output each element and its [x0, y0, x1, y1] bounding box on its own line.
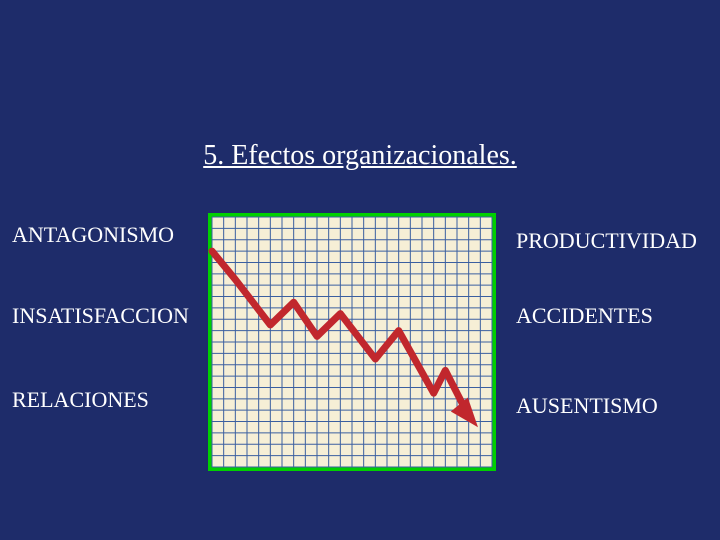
label-right-1: ACCIDENTES — [516, 303, 653, 329]
label-right-0: PRODUCTIVIDAD — [516, 228, 697, 254]
label-right-2: AUSENTISMO — [516, 393, 658, 419]
trend-chart-svg — [208, 213, 496, 471]
label-left-0: ANTAGONISMO — [12, 222, 174, 248]
slide-title: 5. Efectos organizacionales. — [0, 140, 720, 172]
label-left-1: INSATISFACCION — [12, 303, 189, 329]
label-left-2: RELACIONES — [12, 387, 149, 413]
trend-chart — [208, 213, 496, 471]
